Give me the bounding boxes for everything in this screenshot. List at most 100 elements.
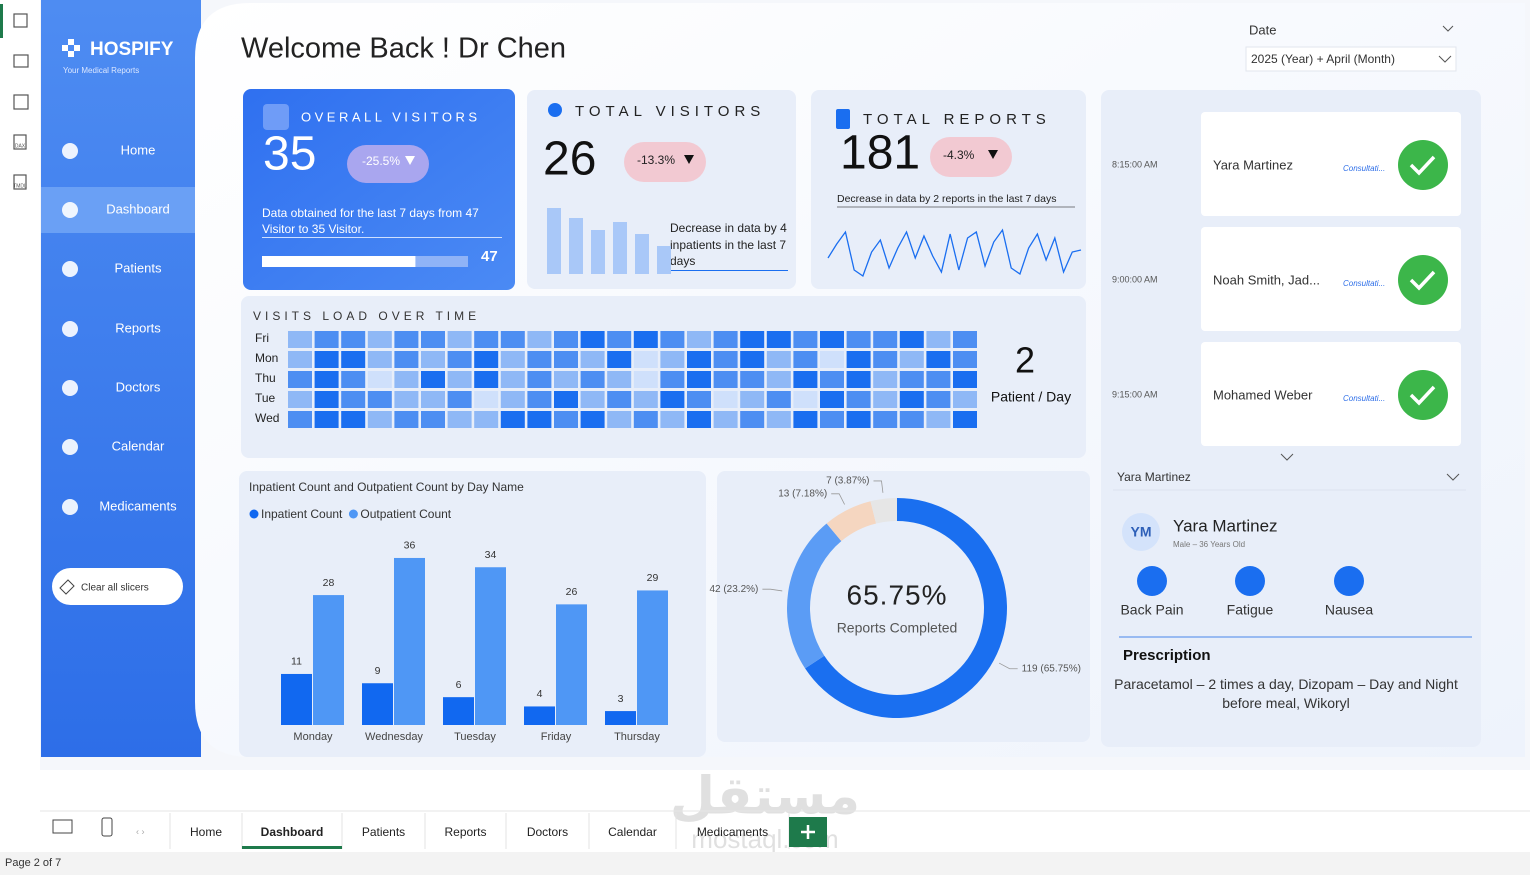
donut-segment — [870, 498, 897, 524]
filter-value[interactable]: 2025 (Year) + April (Month) — [1251, 52, 1395, 66]
heat-cell — [341, 331, 366, 348]
heat-cell — [288, 351, 312, 368]
change-value: -25.5% — [362, 154, 400, 168]
change-value: -13.3% — [637, 153, 675, 167]
toolbar — [0, 0, 40, 850]
bar — [556, 604, 587, 725]
nav-item[interactable]: Calendar — [112, 438, 165, 453]
heat-cell — [633, 411, 658, 428]
heat-cell — [554, 391, 578, 408]
watermark: مستقل — [670, 768, 860, 826]
chevron — [1442, 25, 1454, 32]
prescription-title: Prescription — [1123, 647, 1211, 664]
clear-button[interactable] — [52, 568, 183, 605]
kpi-title: TOTAL VISITORS — [575, 103, 765, 120]
symptom-icon — [1235, 566, 1265, 596]
heat-cell — [846, 371, 871, 388]
heat-cell — [314, 391, 339, 408]
heat-cell — [288, 391, 312, 408]
nav-icon — [62, 380, 78, 396]
tab[interactable]: Medicaments — [697, 825, 768, 839]
nav-item[interactable]: Reports — [115, 320, 161, 335]
tab[interactable]: Dashboard — [261, 825, 324, 839]
nav-arrows[interactable]: ‹ › — [136, 826, 145, 836]
row-label: Thu — [255, 371, 276, 385]
data-label: 7 (3.87%) — [826, 476, 869, 487]
nav-item[interactable]: Patients — [115, 260, 162, 275]
filter-dropdown[interactable] — [1245, 46, 1457, 72]
kpi-value: 35 — [263, 128, 316, 181]
clear-button-label[interactable]: Clear all slicers — [81, 583, 149, 594]
nav-item[interactable]: Dashboard — [106, 201, 170, 216]
heat-cell — [740, 391, 765, 408]
tab[interactable]: Reports — [444, 825, 486, 839]
data-label: 3 — [618, 693, 624, 705]
tab[interactable]: Calendar — [608, 825, 657, 839]
kpi-card — [243, 89, 515, 290]
toolbar-active — [0, 4, 3, 38]
heat-cell — [926, 331, 951, 348]
heat-cell — [421, 391, 445, 408]
heat-cell — [474, 331, 499, 348]
desktop-icon[interactable] — [52, 819, 73, 834]
tab-active-underline — [242, 846, 342, 849]
heat-cell — [500, 391, 525, 408]
patient-details: Male – 36 Years Old — [1173, 540, 1245, 549]
data-label: 42 (23.2%) — [709, 584, 758, 595]
heat-cell — [633, 371, 658, 388]
kpi-icon — [548, 103, 562, 117]
appointment-card[interactable] — [1201, 227, 1461, 331]
heat-cell — [341, 391, 366, 408]
nav-item[interactable]: Medicaments — [99, 498, 177, 513]
heat-cell — [314, 371, 339, 388]
heat-cell — [527, 331, 552, 348]
heat-cell — [500, 331, 525, 348]
down-arrow — [405, 156, 415, 165]
patient-selector[interactable]: Yara Martinez — [1117, 470, 1191, 484]
heat-cell — [474, 391, 499, 408]
heat-cell — [899, 331, 924, 348]
appointment-type: Consultati... — [1343, 279, 1385, 288]
heatmap-title: VISITS LOAD OVER TIME — [253, 309, 480, 323]
appointment-type: Consultati... — [1343, 164, 1385, 173]
heat-cell — [899, 391, 924, 408]
heat-cell — [873, 391, 898, 408]
nav-item[interactable]: Home — [121, 142, 156, 157]
donut-segment — [787, 523, 842, 669]
nav-item[interactable]: Doctors — [116, 379, 161, 394]
patient-name: Yara Martinez — [1173, 516, 1278, 535]
heat-cell — [474, 371, 499, 388]
leader-line — [831, 493, 845, 505]
appointment-card[interactable] — [1201, 342, 1461, 446]
heat-cell — [766, 371, 791, 388]
heat-cell — [713, 331, 738, 348]
heat-cell — [421, 371, 445, 388]
heatmap-summary-label: Patient / Day — [991, 389, 1071, 405]
bar — [394, 557, 425, 725]
appointment-card[interactable] — [1201, 112, 1461, 216]
heat-cell — [873, 351, 898, 368]
bar — [281, 673, 312, 725]
appointment-time: 9:00:00 AM — [1112, 274, 1158, 284]
leader-line — [998, 662, 1018, 670]
heat-cell — [820, 351, 844, 368]
heat-cell — [820, 411, 844, 428]
tab[interactable]: Patients — [362, 825, 405, 839]
bar — [443, 697, 474, 725]
heat-cell — [660, 371, 685, 388]
mobile-icon[interactable] — [101, 817, 113, 837]
heat-cell — [527, 371, 552, 388]
tab[interactable]: Home — [190, 825, 222, 839]
heat-cell — [793, 331, 818, 348]
progress-fill — [262, 256, 416, 267]
nav-icon — [62, 261, 78, 277]
change-badge — [624, 142, 706, 182]
bar-chart: Inpatient Count Outpatient Count Monday 11 2… — [249, 507, 668, 743]
tab[interactable]: Doctors — [527, 825, 568, 839]
heat-cell — [793, 371, 818, 388]
status-check — [1398, 370, 1448, 420]
heat-cell — [793, 351, 818, 368]
status-bar — [0, 852, 1530, 875]
heat-cell — [766, 391, 791, 408]
bar — [313, 595, 344, 725]
